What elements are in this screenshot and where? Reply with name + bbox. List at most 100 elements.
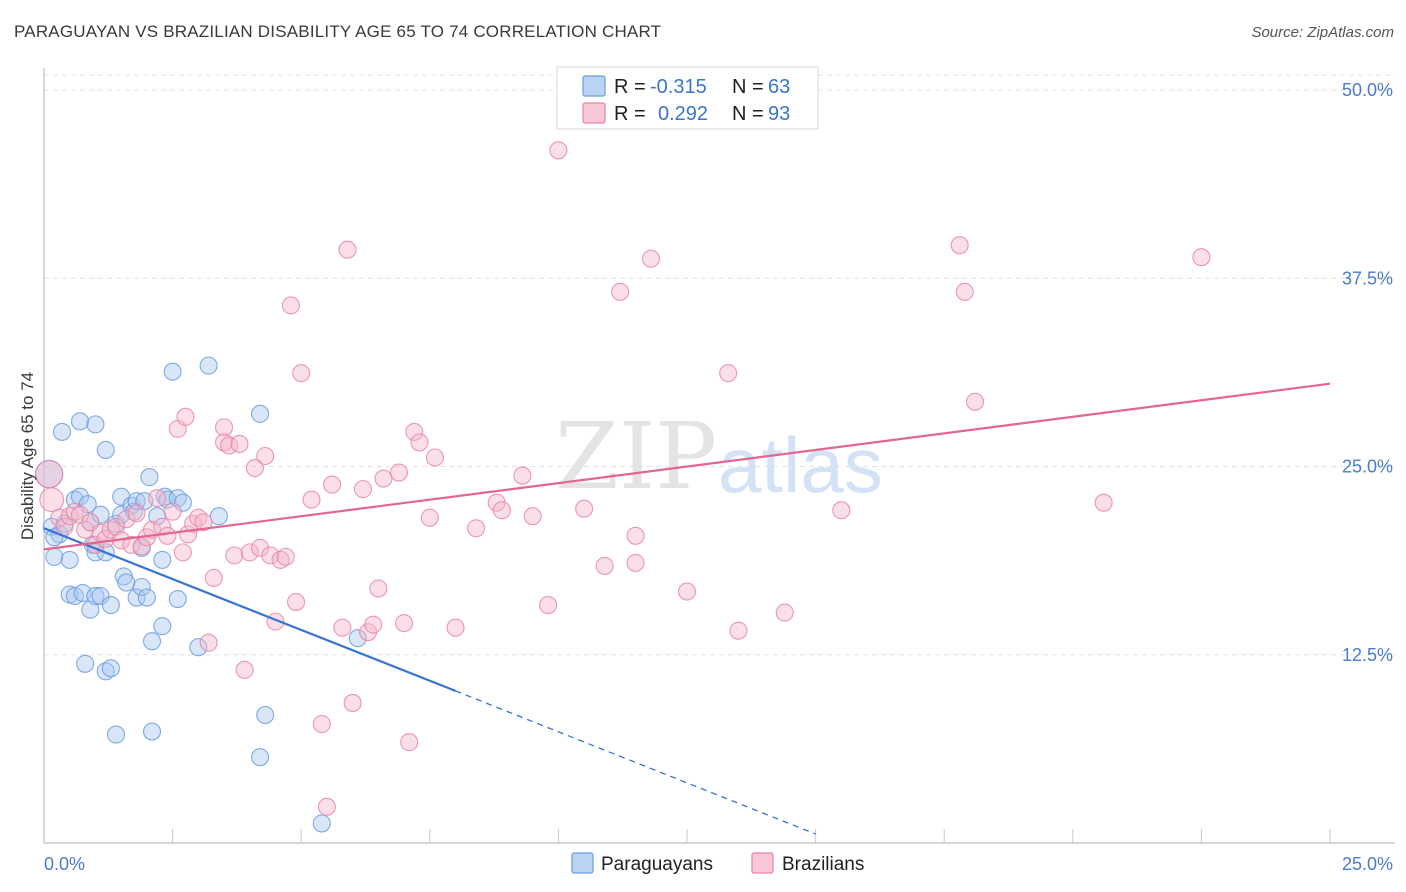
- legend-r-label-brazilians: R =: [614, 103, 646, 125]
- data-point-paraguayans: [81, 600, 100, 619]
- data-point-paraguayans: [189, 638, 208, 657]
- data-point-brazilians: [96, 529, 115, 548]
- data-point-brazilians: [173, 543, 192, 562]
- data-point-brazilians: [225, 546, 244, 565]
- data-point-brazilians: [250, 538, 270, 557]
- data-point-brazilians: [1094, 493, 1113, 512]
- data-point-brazilians: [467, 519, 486, 538]
- y-tick-label: 37.5%: [1342, 268, 1393, 288]
- source-label: Source: ZipAtlas.com: [1251, 24, 1394, 41]
- data-point-brazilians: [148, 489, 167, 508]
- data-point-brazilians: [1192, 248, 1211, 267]
- data-point-brazilians: [65, 502, 84, 521]
- data-point-brazilians: [34, 459, 64, 489]
- data-point-brazilians: [410, 433, 429, 452]
- data-point-brazilians: [677, 582, 697, 601]
- data-point-paraguayans: [312, 814, 331, 833]
- data-point-brazilians: [549, 141, 568, 160]
- data-point-brazilians: [832, 501, 851, 520]
- gridlines: [44, 74, 1395, 656]
- data-point-brazilians: [333, 618, 352, 637]
- data-point-brazilians: [176, 407, 195, 426]
- data-point-paraguayans: [60, 550, 79, 569]
- legend-r-value-brazilians: 0.292: [658, 103, 708, 125]
- data-point-brazilians: [199, 633, 218, 652]
- data-point-paraguayans: [45, 547, 64, 566]
- data-point-paraguayans: [86, 586, 105, 606]
- data-point-paraguayans: [96, 662, 115, 681]
- tick-labels: 12.5% 25.0% 37.5% 50.0% 0.0% 25.0%: [44, 80, 1393, 874]
- data-point-brazilians: [256, 446, 275, 466]
- data-point-brazilians: [966, 392, 985, 411]
- data-point-brazilians: [245, 458, 264, 478]
- data-point-brazilians: [323, 475, 342, 494]
- data-point-paraguayans: [348, 629, 367, 648]
- data-point-brazilians: [317, 797, 336, 816]
- y-axis-label: Disability Age 65 to 74: [18, 372, 37, 540]
- watermark-zip: ZIP: [555, 403, 717, 510]
- data-point-paraguayans: [250, 748, 270, 767]
- data-point-paraguayans: [70, 412, 90, 431]
- data-point-paraguayans: [106, 725, 126, 744]
- data-point-paraguayans: [153, 550, 172, 569]
- data-point-brazilians: [106, 517, 126, 536]
- data-point-brazilians: [194, 513, 213, 532]
- data-point-brazilians: [39, 487, 65, 513]
- data-point-brazilians: [400, 733, 419, 752]
- series-legend-label-brazilians[interactable]: Brazilians: [782, 854, 864, 875]
- series-legend-label-paraguayans[interactable]: Paraguayans: [601, 854, 713, 875]
- data-point-paraguayans: [91, 505, 110, 524]
- series-legend-swatch-brazilians[interactable]: [751, 852, 774, 874]
- legend-n-label-brazilians: N =: [732, 103, 764, 125]
- y-tick-label: 50.0%: [1342, 80, 1393, 100]
- data-point-brazilians: [214, 418, 234, 437]
- data-point-brazilians: [153, 517, 172, 536]
- data-point-brazilians: [204, 568, 223, 588]
- data-point-brazilians: [127, 504, 146, 523]
- data-point-brazilians: [302, 490, 321, 509]
- data-point-brazilians: [271, 550, 290, 569]
- data-point-brazilians: [389, 463, 408, 482]
- data-point-brazilians: [338, 240, 357, 259]
- data-point-brazilians: [292, 364, 311, 383]
- data-point-brazilians: [261, 546, 280, 565]
- trend-line-paraguayans: [43, 527, 456, 692]
- data-point-paraguayans: [142, 722, 162, 741]
- data-point-brazilians: [287, 593, 306, 612]
- data-point-brazilians: [575, 499, 594, 518]
- data-point-brazilians: [163, 502, 182, 521]
- trend-line-brazilians: [43, 382, 1331, 551]
- data-point-brazilians: [950, 236, 969, 255]
- data-point-paraguayans: [52, 422, 72, 441]
- data-point-brazilians: [425, 448, 444, 467]
- data-point-brazilians: [719, 364, 738, 383]
- data-point-brazilians: [775, 603, 794, 622]
- data-point-paraguayans: [168, 589, 187, 609]
- data-point-brazilians: [353, 480, 372, 499]
- data-point-brazilians: [276, 547, 295, 566]
- data-point-paraguayans: [101, 596, 120, 615]
- data-point-paraguayans: [96, 440, 115, 460]
- data-point-paraguayans: [142, 632, 162, 651]
- legend-swatch-paraguayans: [582, 75, 606, 97]
- data-point-brazilians: [492, 501, 511, 520]
- data-point-paraguayans: [117, 573, 136, 592]
- data-point-paraguayans: [250, 404, 270, 423]
- y-tick-label: 12.5%: [1342, 645, 1393, 665]
- data-point-brazilians: [626, 526, 645, 545]
- legend-swatch-brazilians: [582, 102, 606, 124]
- chart-title: PARAGUAYAN VS BRAZILIAN DISABILITY AGE 6…: [14, 22, 662, 41]
- data-point-brazilians: [214, 433, 234, 452]
- x-tick-label: 25.0%: [1342, 854, 1393, 874]
- trend-line-extension-paraguayans: [455, 690, 816, 835]
- data-point-brazilians: [158, 526, 177, 545]
- data-point-brazilians: [611, 282, 630, 301]
- data-point-paraguayans: [163, 362, 182, 381]
- data-point-brazilians: [240, 543, 259, 562]
- data-point-brazilians: [312, 714, 331, 734]
- data-point-paraguayans: [153, 617, 172, 636]
- series-legend-swatch-paraguayans[interactable]: [571, 852, 594, 874]
- data-point-paraguayans: [132, 577, 151, 597]
- data-point-paraguayans: [101, 659, 120, 678]
